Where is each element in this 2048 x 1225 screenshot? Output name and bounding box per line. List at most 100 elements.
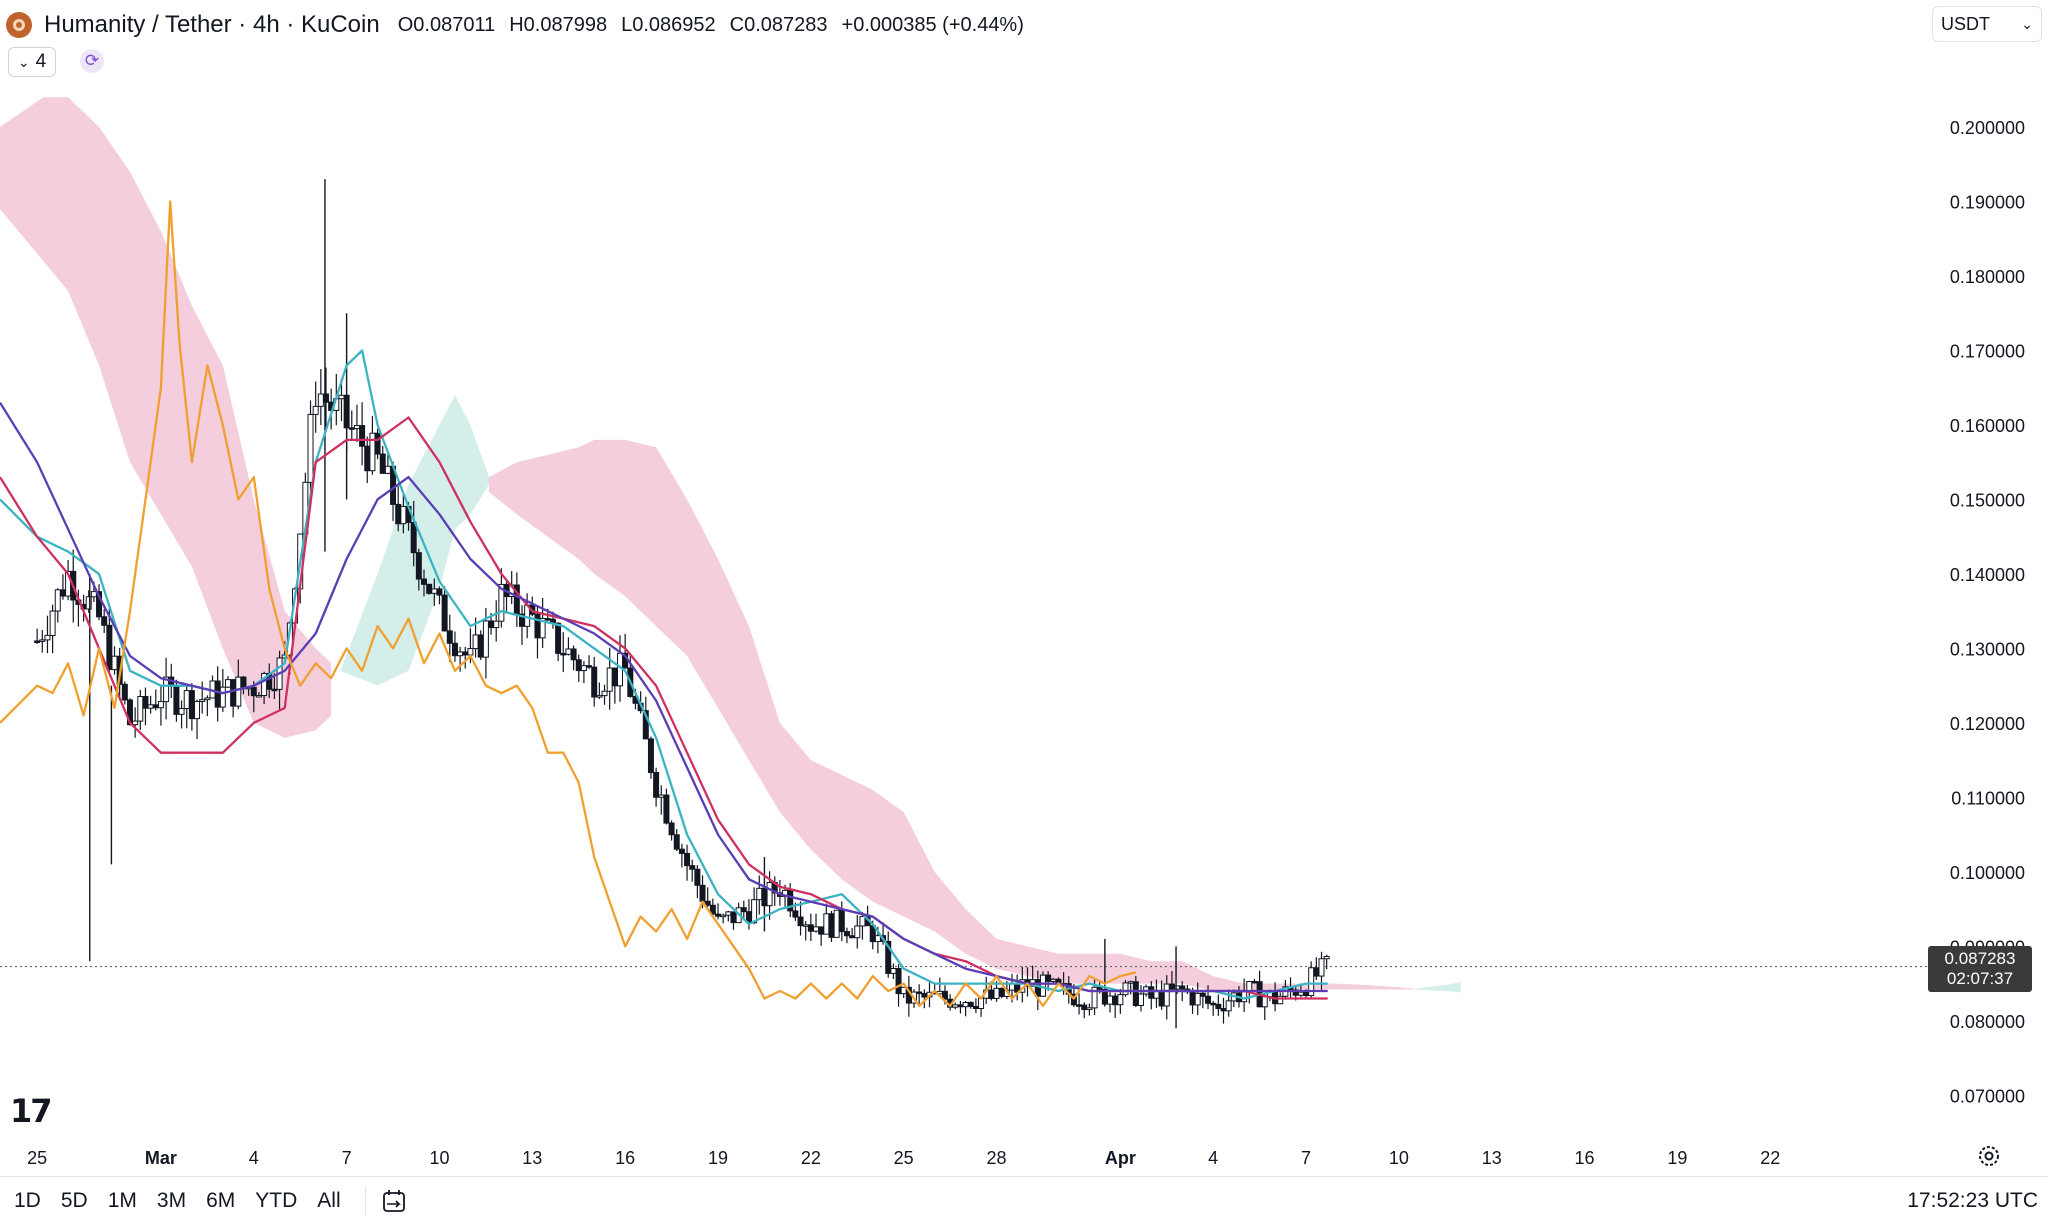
- candle-body: [446, 630, 453, 644]
- candle-body: [400, 505, 407, 525]
- candle-body: [379, 453, 386, 474]
- indicators-toggle-button[interactable]: ⌄ 4: [8, 47, 56, 77]
- candle-body: [843, 931, 850, 937]
- chart-header: Humanity / Tether · 4h · KuCoin O0.08701…: [6, 8, 1024, 42]
- candle-body: [415, 552, 422, 580]
- candle-body: [916, 991, 923, 995]
- date-range-calendar-icon[interactable]: [380, 1187, 408, 1215]
- x-tick-label: 19: [1667, 1148, 1687, 1168]
- candle-body: [647, 738, 654, 774]
- candle-body: [1220, 1008, 1227, 1012]
- candle-body: [467, 648, 474, 656]
- candle-body: [49, 610, 56, 636]
- tradingview-logo-icon[interactable]: 17: [10, 1092, 53, 1130]
- candle-body: [1127, 981, 1134, 984]
- candle-body: [204, 697, 211, 701]
- candle-body: [998, 987, 1005, 997]
- candle-body: [441, 594, 448, 632]
- y-tick-label: 0.110000: [1951, 788, 2025, 808]
- candle-body: [1215, 1003, 1222, 1010]
- chevron-down-icon: ⌄: [2021, 15, 2033, 32]
- candle-body: [147, 704, 154, 709]
- refresh-icon[interactable]: ⟳: [80, 49, 104, 73]
- open-value: 0.087011: [413, 13, 496, 36]
- candle-body: [451, 642, 458, 657]
- candle-body: [941, 990, 948, 1000]
- x-tick-label: 10: [1389, 1148, 1409, 1168]
- last-price-badge: 0.087283 02:07:37: [1928, 946, 2032, 992]
- range-1d-button[interactable]: 1D: [14, 1189, 41, 1212]
- candle-body: [1148, 986, 1155, 999]
- candle-body: [952, 1004, 959, 1008]
- range-6m-button[interactable]: 6M: [206, 1189, 236, 1212]
- last-price-value: 0.087283: [1944, 949, 2016, 968]
- symbol-title[interactable]: Humanity / Tether · 4h · KuCoin: [44, 11, 380, 38]
- candle-body: [224, 679, 231, 688]
- range-5d-button[interactable]: 5D: [60, 1189, 88, 1212]
- candle-body: [699, 884, 706, 902]
- candle-body: [1261, 996, 1268, 1008]
- candle-body: [1210, 1002, 1217, 1006]
- candle-body: [807, 924, 814, 932]
- candle-body: [715, 913, 722, 917]
- candle-body: [663, 794, 670, 824]
- candle-body: [1205, 995, 1212, 1004]
- candle-body: [575, 659, 582, 672]
- candle-body: [1277, 995, 1284, 1005]
- candle-body: [874, 935, 881, 943]
- candle-body: [740, 907, 747, 913]
- settings-gear-icon[interactable]: [1976, 1143, 2002, 1169]
- utc-clock[interactable]: 17:52:23 UTC: [1907, 1189, 2038, 1212]
- candle-body: [720, 914, 727, 918]
- candle-body: [611, 667, 618, 687]
- candle-body: [725, 911, 732, 916]
- range-3m-button[interactable]: 3M: [156, 1189, 187, 1212]
- candle-body: [359, 425, 366, 447]
- x-tick-label: 25: [27, 1148, 47, 1168]
- range-all-button[interactable]: All: [317, 1189, 341, 1212]
- candle-body: [1076, 1004, 1083, 1007]
- currency-select[interactable]: USDT ⌄: [1932, 6, 2042, 42]
- candle-body: [178, 708, 185, 715]
- candle-body: [792, 910, 799, 918]
- candle-body: [395, 503, 402, 525]
- candle-body: [555, 622, 562, 654]
- candle-body: [730, 911, 737, 924]
- candle-body: [859, 916, 866, 927]
- candle-body: [1112, 995, 1119, 1006]
- candle-body: [199, 699, 206, 702]
- range-ytd-button[interactable]: YTD: [255, 1189, 298, 1212]
- x-tick-label: 28: [987, 1148, 1007, 1168]
- candle-body: [472, 634, 479, 650]
- candle-body: [1132, 981, 1139, 1006]
- candle-body: [157, 701, 164, 709]
- candle-body: [194, 700, 201, 720]
- candle-body: [1158, 990, 1165, 1007]
- candle-body: [457, 651, 464, 657]
- candle-body: [591, 666, 598, 698]
- price-change: +0.000385 (+0.44%): [841, 13, 1024, 36]
- ohlc-legend: O0.087011 H0.087998 L0.086952 C0.087283 …: [398, 14, 1024, 37]
- x-tick-label: Mar: [145, 1148, 177, 1168]
- x-tick-label: 7: [342, 1148, 352, 1168]
- candle-body: [1050, 978, 1057, 982]
- candle-body: [312, 405, 319, 415]
- candle-body: [54, 589, 61, 612]
- candle-body: [126, 699, 133, 726]
- candle-body: [317, 393, 324, 407]
- candle-body: [1117, 994, 1124, 1006]
- candle-body: [689, 865, 696, 870]
- humanity-coin-icon: [6, 12, 32, 38]
- candle-body: [1179, 985, 1186, 990]
- candle-body: [498, 583, 505, 622]
- candle-body: [818, 926, 825, 935]
- candle-body: [1194, 992, 1201, 1006]
- range-1m-button[interactable]: 1M: [107, 1189, 137, 1212]
- candle-body: [1122, 982, 1129, 996]
- currency-value: USDT: [1941, 13, 1990, 34]
- x-tick-label: 4: [1208, 1148, 1218, 1168]
- candle-body: [678, 848, 685, 854]
- candle-body: [307, 413, 314, 483]
- candle-body: [751, 899, 758, 924]
